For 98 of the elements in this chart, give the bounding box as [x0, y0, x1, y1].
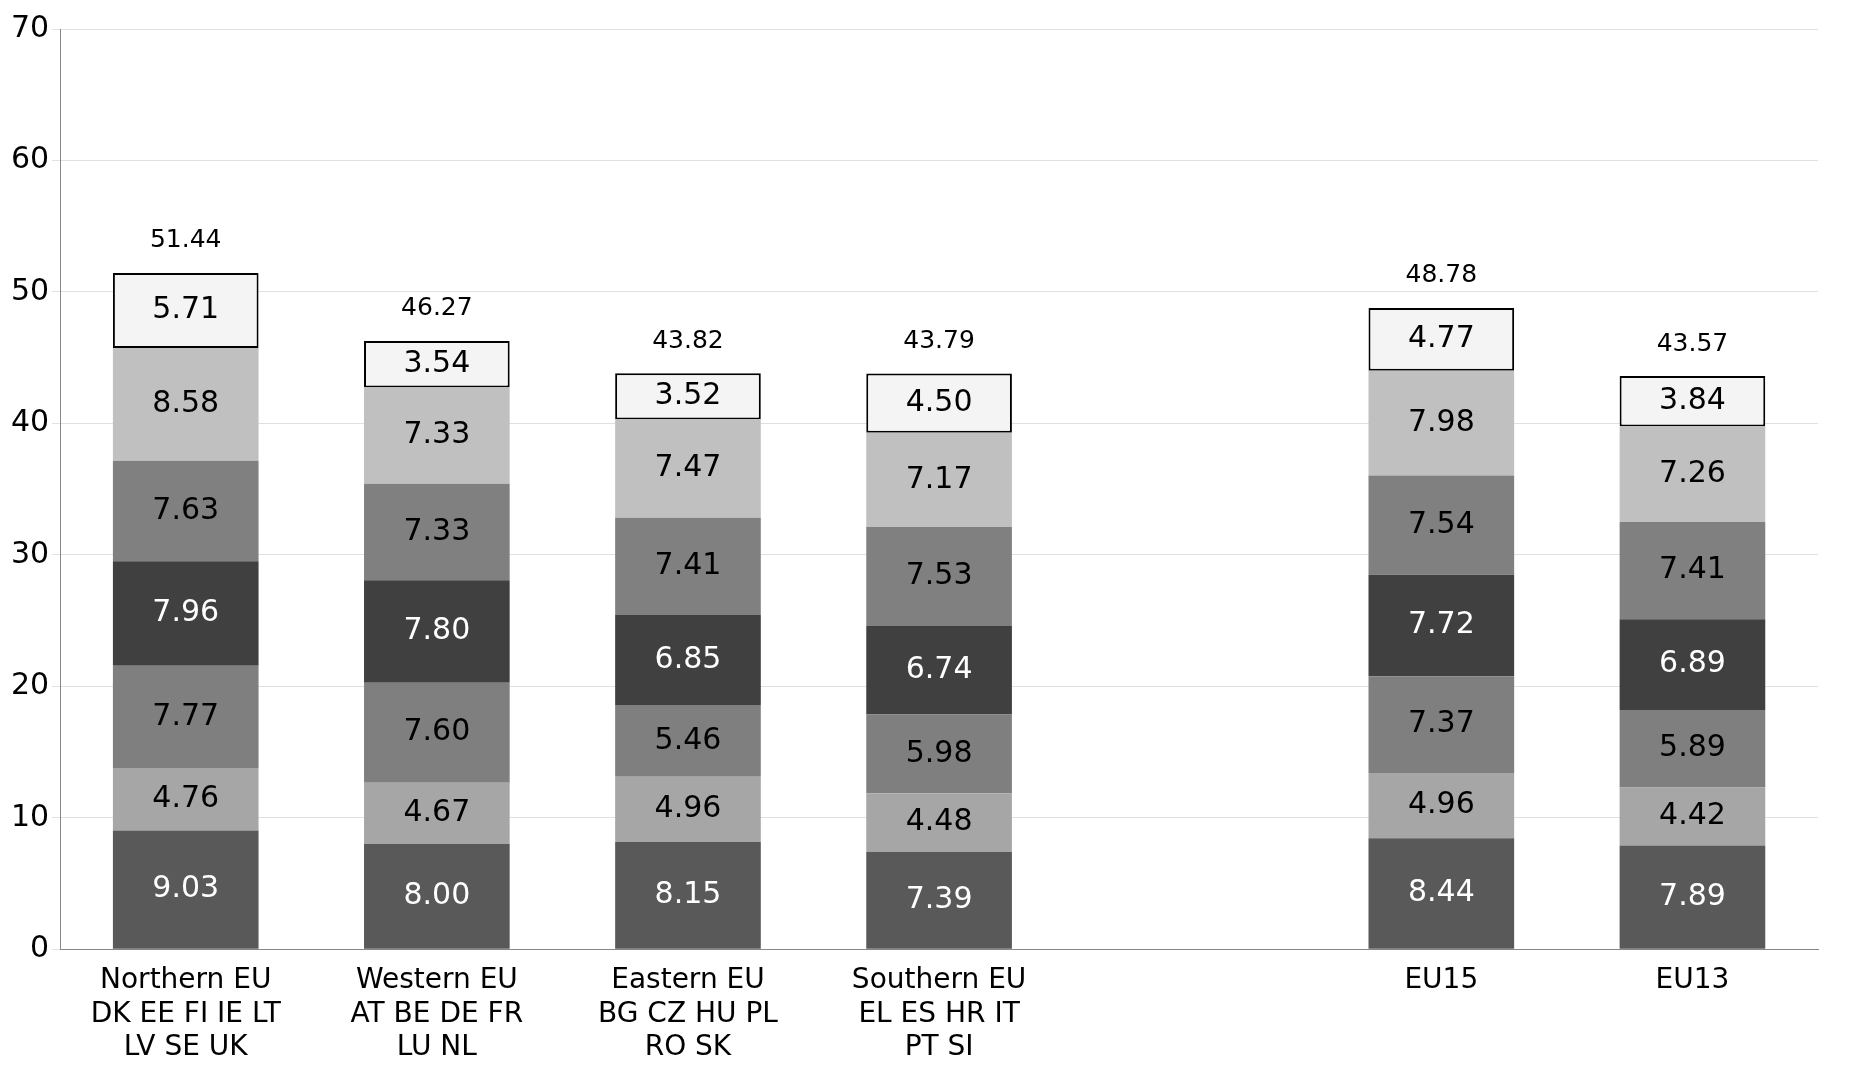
data-label: 4.96 [1407, 785, 1475, 821]
data-label: 8.00 [403, 876, 471, 912]
x-tick-label: EU13 [1655, 962, 1730, 996]
data-label: 7.17 [905, 459, 973, 495]
data-label: 7.41 [654, 546, 722, 582]
bar [1619, 426, 1766, 522]
data-label: 7.89 [1659, 876, 1726, 912]
data-label: 4.48 [905, 802, 973, 838]
data-label: 7.60 [403, 712, 471, 748]
bar [866, 793, 1012, 853]
bar [1368, 574, 1515, 677]
data-label: 6.74 [905, 650, 973, 686]
data-label: 5.89 [1659, 728, 1726, 764]
bar [1619, 619, 1766, 710]
data-label: 7.37 [1407, 704, 1475, 740]
data-label: 5.98 [905, 733, 973, 769]
bar [615, 615, 761, 706]
bar [1619, 709, 1766, 788]
bar [1368, 838, 1515, 949]
bar [866, 432, 1012, 527]
y-tick-label: 40 [10, 403, 50, 439]
bar [112, 830, 259, 949]
data-label: 7.47 [654, 448, 722, 484]
total-label: 46.27 [401, 292, 473, 322]
total-label: 51.44 [149, 224, 222, 254]
data-label: 5.71 [152, 290, 220, 326]
bar [1619, 521, 1766, 620]
bar [364, 844, 510, 949]
data-label: 7.96 [152, 593, 220, 629]
data-label: 7.26 [1659, 454, 1726, 490]
data-label: 4.50 [905, 382, 973, 418]
y-tick-label: 50 [10, 271, 50, 307]
bar [1619, 787, 1766, 846]
bar [112, 561, 259, 666]
bar [1368, 676, 1515, 774]
y-tick-label: 0 [30, 929, 50, 964]
x-tick-label: EU15 [1404, 962, 1479, 996]
bar [364, 483, 510, 581]
total-label: 43.57 [1656, 327, 1729, 357]
data-label: 4.96 [654, 789, 722, 825]
data-label: 6.85 [654, 639, 722, 675]
data-label: 8.58 [152, 384, 220, 420]
bar [1368, 475, 1515, 575]
y-tick-label: 20 [10, 666, 50, 702]
data-label: 8.44 [1407, 873, 1475, 909]
bar [112, 665, 259, 768]
data-label: 4.76 [152, 779, 220, 814]
bar [866, 852, 1012, 949]
x-tick-label: Western EU AT BE DE FR LU NL [350, 962, 524, 1063]
bar [112, 767, 259, 831]
x-tick-label: Eastern EU BG CZ HU PL RO SK [598, 962, 779, 1063]
data-label: 7.41 [1659, 550, 1726, 586]
y-tick-label: 60 [10, 140, 50, 176]
bar [866, 714, 1012, 794]
bar [615, 419, 761, 518]
bar [615, 776, 761, 843]
bar [615, 705, 761, 777]
total-label: 43.79 [903, 325, 975, 355]
data-label: 7.33 [403, 415, 471, 451]
total-label: 48.78 [1405, 259, 1478, 289]
bar [364, 580, 510, 683]
data-label: 7.63 [152, 490, 220, 526]
y-tick-label: 10 [10, 797, 50, 833]
x-tick-label: Northern EU DK EE FI IE LT LV SE UK [90, 962, 282, 1063]
data-label: 7.33 [403, 511, 471, 547]
bar [1368, 773, 1515, 839]
data-label: 9.03 [152, 869, 220, 905]
bar [866, 625, 1012, 715]
bar [364, 682, 510, 783]
data-label: 3.52 [654, 376, 722, 412]
bar [1619, 845, 1766, 949]
data-label: 3.84 [1659, 381, 1726, 417]
y-tick-label: 70 [10, 8, 50, 44]
bar [615, 517, 761, 616]
data-label: 4.77 [1407, 319, 1475, 355]
data-label: 7.98 [1407, 402, 1475, 438]
y-tick-label: 30 [10, 534, 50, 570]
data-label: 4.67 [403, 793, 471, 829]
bar [112, 460, 259, 562]
bar [615, 842, 761, 949]
bar [364, 782, 510, 845]
x-tick-label: Southern EU EL ES HR IT PT SI [851, 962, 1027, 1063]
data-label: 7.72 [1407, 605, 1475, 641]
bar [364, 387, 510, 484]
data-label: 7.53 [905, 556, 973, 592]
data-label: 7.39 [905, 880, 973, 916]
data-label: 5.46 [654, 720, 722, 756]
bar [1368, 370, 1515, 476]
bar [112, 348, 259, 461]
data-label: 7.80 [403, 611, 471, 647]
data-label: 7.54 [1407, 504, 1475, 540]
data-label: 8.15 [654, 875, 722, 911]
bar [866, 526, 1012, 626]
data-label: 4.42 [1659, 796, 1726, 832]
data-label: 7.77 [152, 696, 220, 732]
data-label: 3.54 [403, 344, 471, 380]
data-label: 6.89 [1659, 644, 1726, 680]
total-label: 43.82 [652, 324, 724, 354]
